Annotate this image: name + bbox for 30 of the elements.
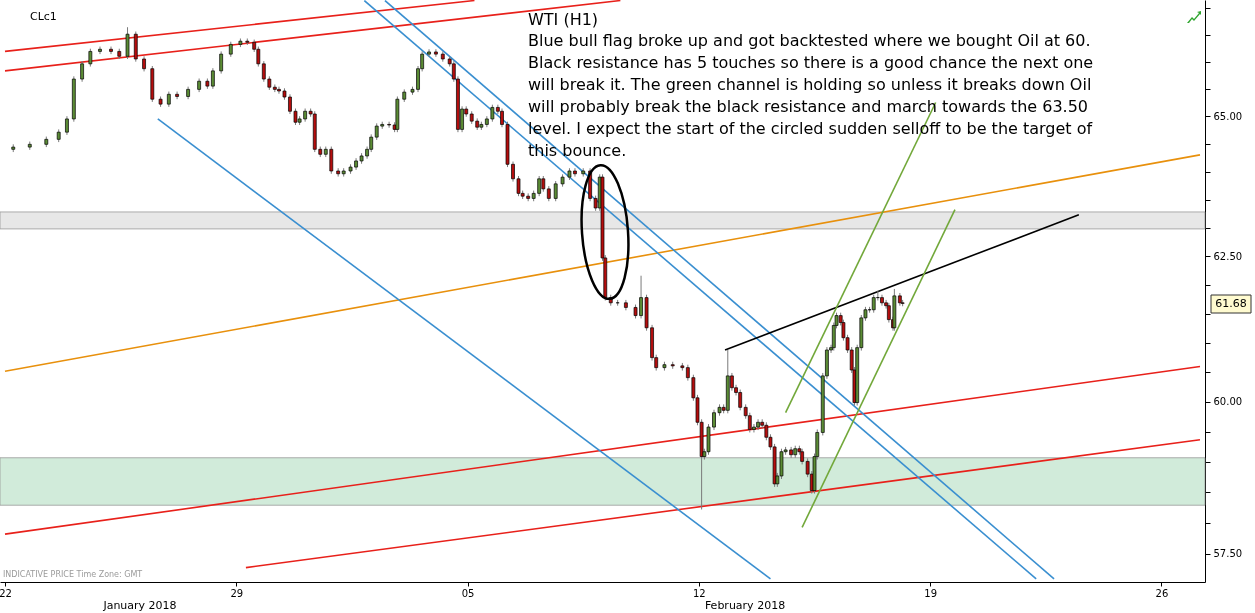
candlestick: [553, 180, 558, 202]
x-tick-label: 26: [1155, 587, 1169, 599]
text: February 2018: [704, 599, 786, 612]
candlestick: [175, 91, 179, 100]
candlestick: [98, 46, 102, 55]
candlestick: [756, 418, 760, 431]
x-tick-label: 19: [924, 587, 938, 599]
annotation: INDICATIVE PRICE Time Zone: GMT: [3, 570, 143, 579]
y-tick-label: 65.00: [1213, 110, 1243, 122]
y-tick-label: 57.50: [1213, 548, 1243, 560]
candlestick: [434, 48, 438, 58]
x-tick-label: 05: [461, 587, 475, 599]
y-tick-label: 62.50: [1213, 250, 1243, 262]
candlestick: [65, 115, 69, 136]
candlestick: [880, 294, 884, 307]
candlestick: [109, 46, 113, 55]
text: January 2018: [102, 599, 177, 612]
text: WTI (H1): [528, 10, 599, 29]
candlestick: [219, 50, 223, 75]
text: 61.68: [1215, 297, 1247, 310]
x-tick-label: 12: [693, 587, 706, 599]
annotation: CLc1: [30, 10, 57, 23]
candlestick: [125, 26, 130, 60]
candlestick: [427, 48, 431, 58]
x-tick-label: 22: [0, 587, 12, 599]
y-tick-label: 60.00: [1213, 396, 1243, 408]
candlestick: [80, 60, 84, 83]
candlestick: [738, 389, 743, 411]
x-tick-label: 29: [230, 587, 244, 599]
candlestick: [387, 121, 391, 129]
